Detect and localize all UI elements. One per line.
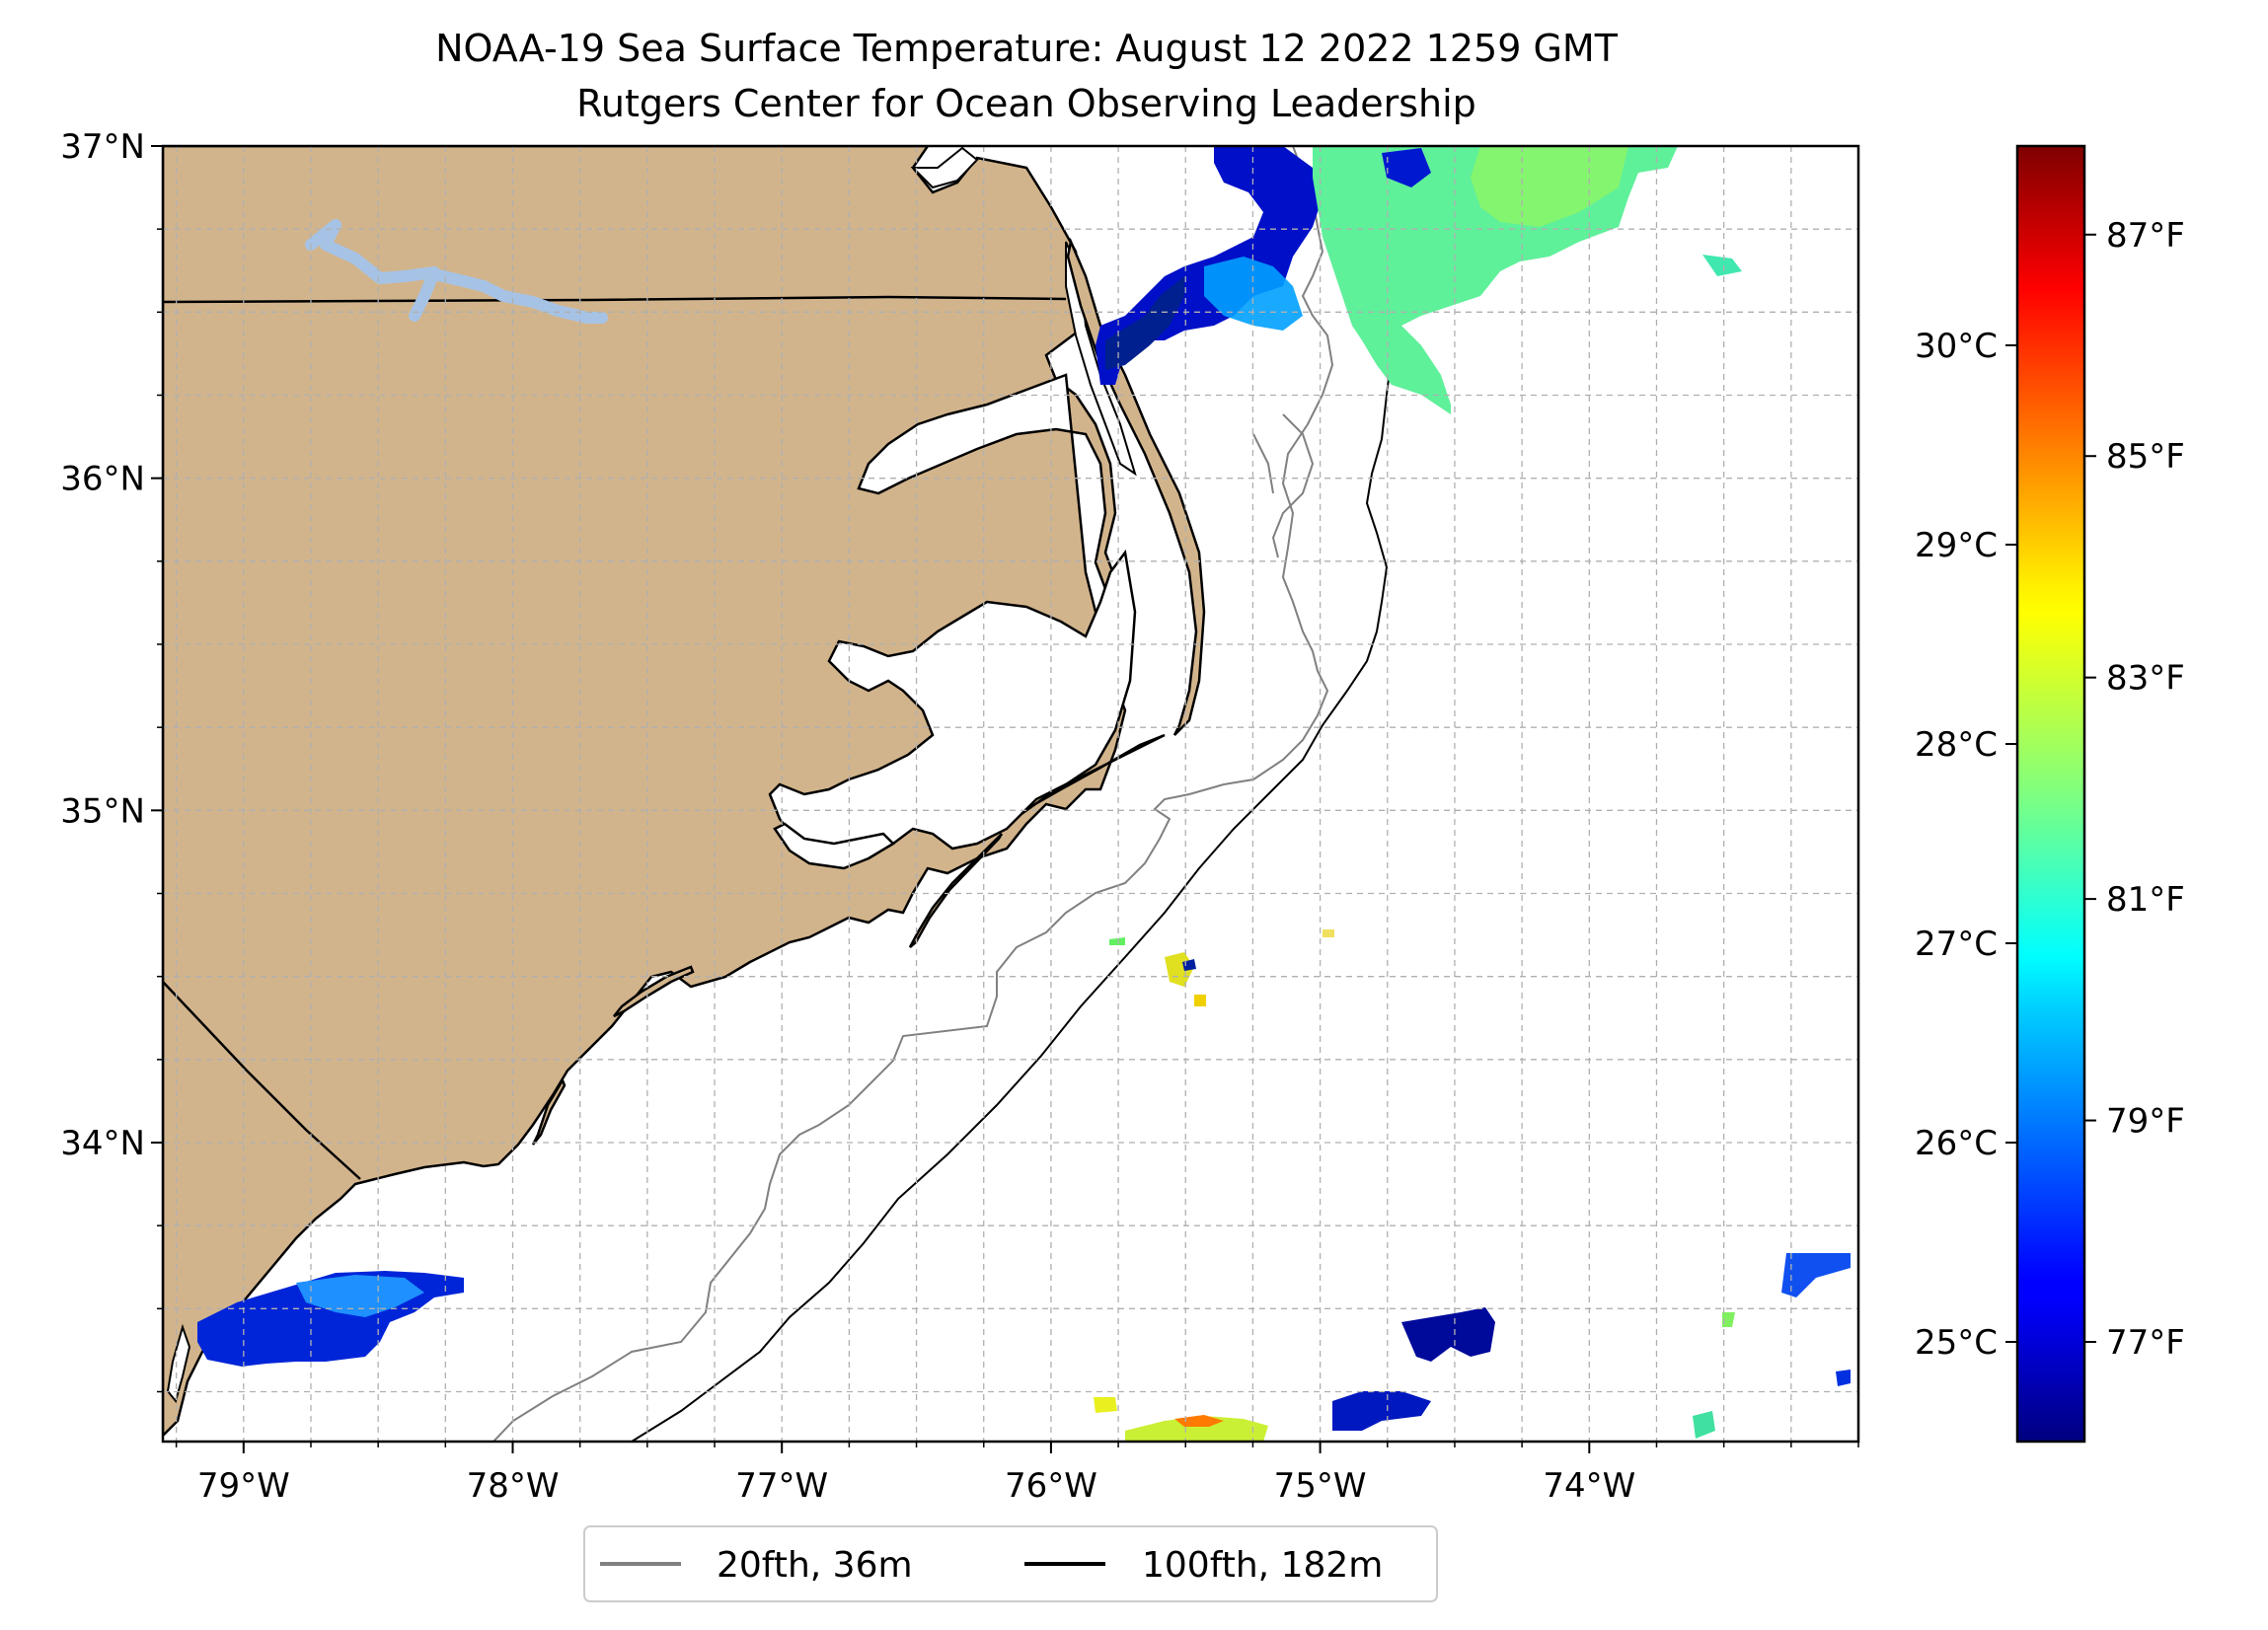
lon-tick-label: 75°W: [1274, 1466, 1367, 1506]
legend-label-20fth: 20fth, 36m: [717, 1545, 913, 1586]
sst-patch-se-warm: [1125, 1416, 1268, 1442]
sst-patch-east-small: [1702, 255, 1742, 276]
fahrenheit-tick-label: 85°F: [2106, 437, 2185, 477]
sst-data-patches: [197, 146, 1851, 1442]
sst-patch-north-cold-2: [1382, 148, 1431, 187]
colorbar: 25°C 26°C 27°C 28°C 29°C 30°C 77°F 79°F 81°F 83°…: [1915, 144, 2185, 1444]
fahrenheit-tick-label: 77°F: [2106, 1323, 2185, 1363]
sst-patch-north-warm: [1313, 146, 1678, 414]
celsius-tick-label: 25°C: [1915, 1323, 1998, 1363]
contour-legend: 20fth, 36m 100fth, 182m: [583, 1525, 1438, 1602]
sst-patch-se-cold: [1401, 1307, 1495, 1362]
lon-tick-label: 77°W: [735, 1466, 828, 1506]
colorbar-fahrenheit-axis: 77°F 79°F 81°F 83°F 85°F 87°F: [2084, 216, 2185, 1363]
celsius-tick-label: 29°C: [1915, 526, 1998, 565]
lat-tick-label: 37°N: [60, 127, 145, 167]
contour-20fth: [492, 146, 1334, 1442]
outer-banks-south: [1021, 733, 1166, 816]
sst-patch-se-warm-red: [1174, 1415, 1224, 1427]
sst-patch-east-edge: [1781, 1253, 1851, 1297]
legend-label-100fth: 100fth, 182m: [1142, 1545, 1383, 1586]
fahrenheit-tick-label: 87°F: [2106, 216, 2185, 256]
colorbar-celsius-axis: 25°C 26°C 27°C 28°C 29°C 30°C: [1915, 327, 2017, 1363]
map-frame: [161, 144, 1860, 1444]
sst-patch-east-edge-2: [1693, 1411, 1715, 1439]
celsius-tick-label: 27°C: [1915, 925, 1998, 964]
longitude-axis: 79°W 78°W 77°W 76°W 75°W 74°W: [175, 1442, 1859, 1506]
sst-patch-se-cold-2: [1332, 1391, 1431, 1431]
lon-tick-label: 78°W: [467, 1466, 560, 1506]
map-subtitle: Rutgers Center for Ocean Observing Leade…: [576, 82, 1476, 125]
va-nc-border: [163, 295, 1067, 304]
lon-tick-label: 79°W: [197, 1466, 290, 1506]
celsius-tick-label: 26°C: [1915, 1124, 1998, 1163]
lat-tick-label: 35°N: [60, 791, 145, 831]
bogue-banks: [613, 965, 695, 1018]
lon-tick-label: 74°W: [1543, 1466, 1635, 1506]
sst-patch-east-blue: [1836, 1370, 1851, 1386]
celsius-tick-label: 30°C: [1915, 327, 1998, 366]
legend-box: [583, 1525, 1438, 1602]
fahrenheit-tick-label: 81°F: [2106, 880, 2185, 920]
sst-patch-mid-yellow: [1165, 952, 1194, 987]
map-title: NOAA-19 Sea Surface Temperature: August …: [435, 27, 1619, 70]
albemarle-sound: [857, 373, 1112, 642]
sst-patch-mid-yellow-2: [1194, 995, 1206, 1006]
lon-tick-label: 76°W: [1005, 1466, 1097, 1506]
sst-patch-sw-cyan: [296, 1275, 424, 1317]
sst-patch-se-warm-2: [1094, 1397, 1117, 1413]
sst-patch-mid-green: [1109, 937, 1125, 945]
latitude-axis: 34°N 35°N 36°N 37°N: [60, 127, 163, 1393]
kerr-lake: [305, 219, 608, 324]
lat-tick-label: 36°N: [60, 460, 145, 499]
neuse-river: [773, 822, 896, 870]
colorbar-gradient: [2015, 144, 2086, 1444]
map-panel: 79°W 78°W 77°W 76°W 75°W 74°W 34°N 35°N 36°N 37°…: [60, 127, 1860, 1506]
sst-patch-cold-west-strip: [1105, 276, 1184, 370]
lat-tick-label: 34°N: [60, 1124, 145, 1163]
celsius-tick-label: 28°C: [1915, 725, 1998, 765]
sst-patch-east-green: [1722, 1312, 1735, 1327]
southern-islands: [531, 1077, 567, 1146]
contour-20fth-shoal: [1252, 413, 1315, 558]
core-banks: [908, 833, 1004, 948]
fahrenheit-tick-label: 79°F: [2106, 1102, 2185, 1142]
chesapeake-inlet: [910, 146, 979, 189]
sst-patch-north-warm-2: [1471, 146, 1628, 227]
fahrenheit-tick-label: 83°F: [2106, 659, 2185, 699]
sst-patch-mid-dot: [1323, 929, 1334, 937]
cape-fear-river: [166, 1323, 191, 1404]
nc-sc-border: [163, 981, 361, 1180]
